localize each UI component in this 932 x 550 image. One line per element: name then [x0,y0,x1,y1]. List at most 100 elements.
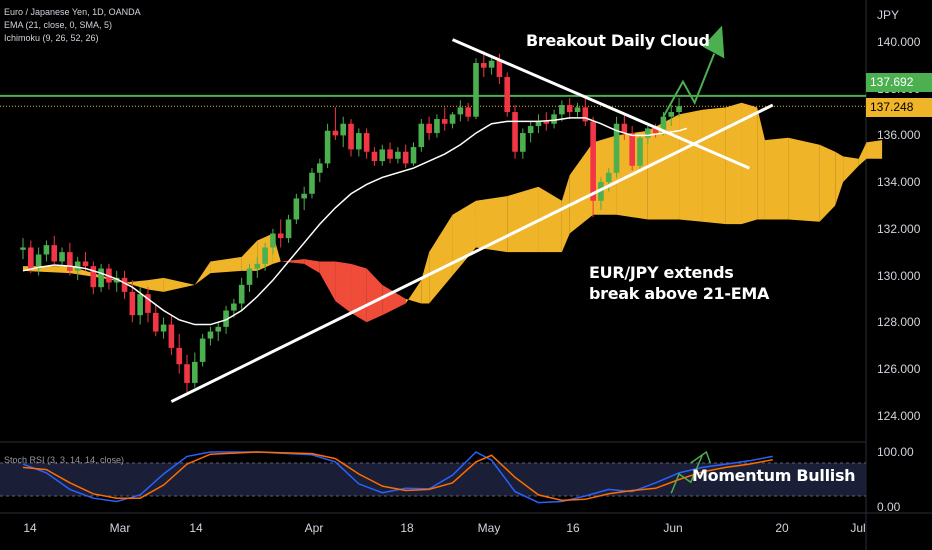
candle-body [457,107,464,115]
cloud-segment [405,280,422,304]
candle-body [504,77,511,113]
cloud-segment [741,102,758,225]
y-tick-label: 130.000 [877,268,921,283]
candle-body [246,268,253,285]
candle-body [605,172,612,183]
legend-stoch: Stoch RSI (3, 3, 14, 14, close) [4,455,125,465]
candle-body [231,303,237,311]
cloud-segment [757,107,765,220]
candle-body [192,361,198,383]
candle-body [645,128,651,138]
candle-body [35,254,42,269]
x-tick-label: 14 [189,521,203,535]
x-tick-label: Jun [663,521,683,535]
cloud-segment [788,137,820,222]
candle-body [356,133,362,150]
cloud-segment [280,259,305,264]
cloud-segment [843,156,859,183]
chart-legend: Euro / Japanese Yen, 1D, OANDA EMA (21, … [4,6,141,45]
cloud-segment [147,277,164,292]
falling-trendline [451,38,750,170]
candle-body [301,193,307,199]
candle-body [59,252,65,262]
candle-body [480,63,487,68]
y-tick-label: 132.000 [877,221,921,236]
annotation-breakout: Breakout Daily Cloud [526,31,710,50]
legend-ema: EMA (21, close, 0, SMA, 5) [4,20,113,30]
annotation-momentum: Momentum Bullish [692,466,856,485]
x-tick-label: 16 [566,521,580,535]
cloud-segment [382,284,406,316]
candle-body [551,114,557,124]
y-tick-label: 136.000 [877,128,921,143]
x-tick-label: Mar [109,521,131,535]
cloud-segment [475,196,508,253]
candle-body [176,347,182,365]
y-tick-label: 128.000 [877,315,921,330]
candle-body [152,312,159,332]
x-tick-label: Jul [850,521,866,535]
candle-body [270,233,276,248]
x-tick-label: 20 [775,521,789,535]
x-tick-label: May [477,521,501,535]
candle-body [324,130,331,164]
candle-body [496,60,503,78]
candle-body [449,114,456,124]
candle-body [473,63,479,117]
x-tick-label: Apr [304,521,324,535]
candle-body [254,263,261,269]
candle-body [316,163,323,173]
rising-trendline [170,103,774,403]
candle-body [395,151,401,159]
candle-body [129,291,136,316]
ema-line [22,117,688,326]
cloud-segment [507,186,539,253]
candle-body [668,112,675,117]
candle-body [676,106,682,113]
cloud-segment [679,109,703,222]
stoch-tick-label: 100.00 [877,445,914,459]
candle-body [566,105,573,113]
cloud-segment [194,261,211,285]
candle-body [43,245,50,255]
momentum-arrowhead [690,450,711,464]
candle-body [582,107,589,122]
cloud-segment [452,200,476,276]
x-tick-label: 14 [23,521,37,535]
cloud-segment [335,261,352,313]
candle-body [629,133,635,166]
candle-body [652,128,659,134]
candle-body [20,247,26,250]
candle-body [74,261,81,271]
candle-body [441,119,448,124]
candle-body [184,364,190,383]
cloud-segment [835,151,844,206]
cloud-segment [866,140,883,159]
cloud-segment [858,142,867,166]
cloud-segment [819,144,836,222]
candle-body [426,123,432,134]
cloud-segment [210,256,242,274]
candle-body [543,121,550,124]
legend-ichimoku: Ichimoku (9, 26, 52, 26) [4,33,99,43]
cloud-segment [304,259,320,274]
annotation-ema: EUR/JPY extends break above 21-EMA [589,262,769,304]
cloud-segment [569,142,594,234]
candle-body [223,310,229,327]
candle-body [559,105,565,115]
cloud-segment [241,240,258,271]
candle-body [285,219,292,239]
cloud-segment [561,175,570,253]
candle-body [90,266,97,288]
candle-body [434,119,440,134]
candle-body [613,123,620,173]
currency-label: JPY [877,8,900,22]
candle-body [520,133,526,152]
candle-body [379,149,386,162]
candle-body [621,123,628,134]
cloud-segment [163,277,195,292]
momentum-arrow [670,454,704,494]
candle-body [574,107,581,113]
cloud-segment [319,261,336,302]
